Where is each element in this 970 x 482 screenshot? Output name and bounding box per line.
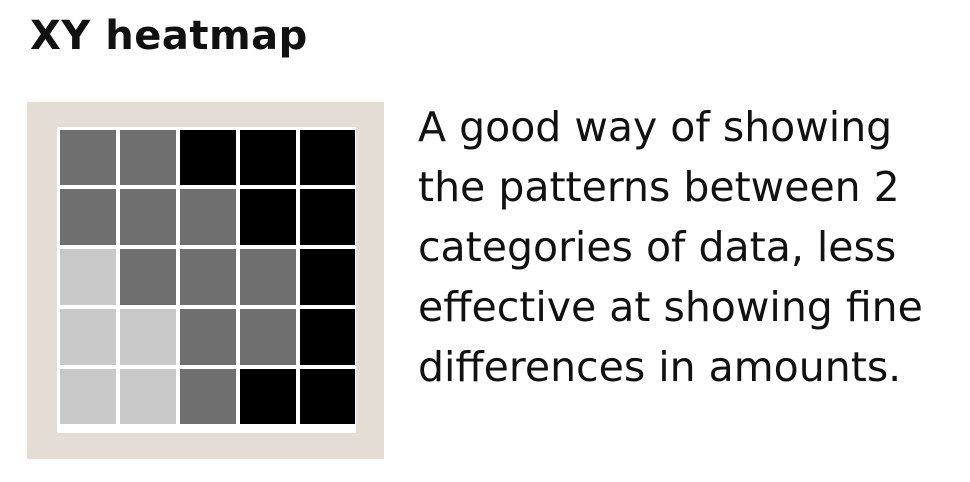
heatmap-cell-r1-c2 — [120, 130, 176, 185]
description-line-1: A good way of showing — [418, 103, 893, 151]
heatmap-cell-r2-c2 — [120, 189, 176, 245]
heatmap-grid — [57, 127, 356, 433]
description-line-2: the patterns between 2 — [418, 163, 900, 211]
heatmap-cell-r4-c3 — [180, 309, 236, 365]
description-text: A good way of showing the patterns betwe… — [418, 97, 963, 397]
heatmap-cell-r1-c4 — [240, 130, 296, 185]
heatmap-cell-r1-c3 — [180, 130, 236, 185]
page-title: XY heatmap — [30, 13, 308, 59]
heatmap-cell-r4-c4 — [240, 309, 296, 365]
heatmap-cell-r3-c3 — [180, 249, 236, 305]
heatmap-cell-r5-c3 — [180, 369, 236, 424]
heatmap-cell-r2-c5 — [300, 189, 355, 245]
heatmap-cell-r2-c1 — [60, 189, 116, 245]
heatmap-cell-r4-c1 — [60, 309, 116, 365]
heatmap-cell-r2-c4 — [240, 189, 296, 245]
description-line-3: categories of data, less — [418, 223, 897, 271]
heatmap-cell-r5-c4 — [240, 369, 296, 424]
heatmap-cell-r3-c5 — [300, 249, 355, 305]
heatmap-cell-r1-c1 — [60, 130, 116, 185]
description-line-5: differences in amounts. — [418, 343, 902, 391]
heatmap-cell-r3-c4 — [240, 249, 296, 305]
description-line-4: effective at showing fine — [418, 283, 923, 331]
heatmap-cell-r4-c2 — [120, 309, 176, 365]
heatmap-cell-r5-c1 — [60, 369, 116, 424]
heatmap-cell-r5-c2 — [120, 369, 176, 424]
heatmap-cell-r1-c5 — [300, 130, 355, 185]
heatmap-cell-r4-c5 — [300, 309, 355, 365]
heatmap-cell-r2-c3 — [180, 189, 236, 245]
heatmap-cell-r5-c5 — [300, 369, 355, 424]
heatmap-cell-r3-c1 — [60, 249, 116, 305]
heatmap-cell-r3-c2 — [120, 249, 176, 305]
